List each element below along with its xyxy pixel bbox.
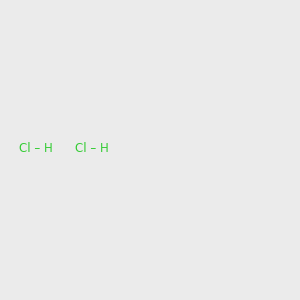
Text: Cl – H: Cl – H: [75, 142, 108, 155]
Text: Cl – H: Cl – H: [19, 142, 53, 155]
